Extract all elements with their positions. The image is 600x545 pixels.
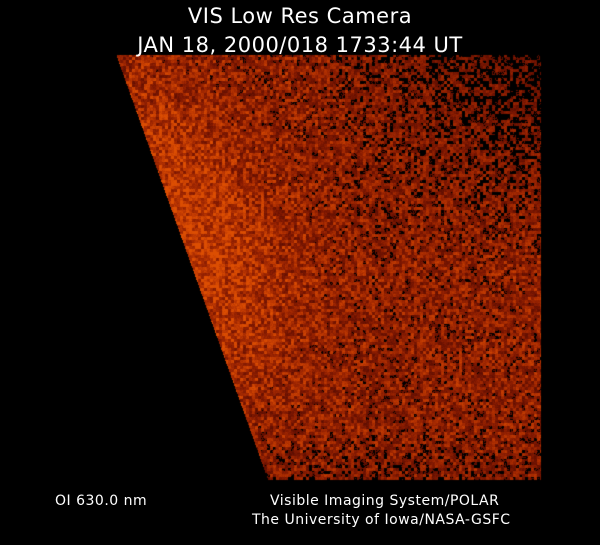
image-title: VIS Low Res Camera <box>187 4 413 28</box>
credit-line-1: Visible Imaging System/POLAR <box>270 493 500 509</box>
credit-line-2: The University of Iowa/NASA-GSFC <box>252 512 511 528</box>
image-datetime: JAN 18, 2000/018 1733:44 UT <box>137 33 463 57</box>
filter-wavelength: OI 630.0 nm <box>55 493 148 509</box>
